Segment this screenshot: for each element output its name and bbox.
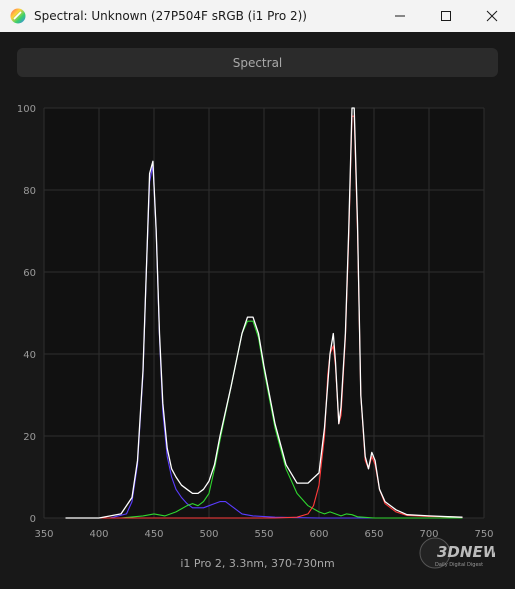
y-tick-label: 0 (30, 514, 36, 525)
x-tick-label: 600 (309, 529, 328, 540)
x-tick-label: 350 (34, 529, 53, 540)
y-tick-label: 40 (23, 350, 36, 361)
minimize-icon (395, 15, 405, 17)
y-tick-label: 60 (23, 268, 36, 279)
spectral-header-bar[interactable]: Spectral (17, 48, 498, 77)
minimize-button[interactable] (377, 0, 423, 32)
x-tick-label: 500 (199, 529, 218, 540)
x-tick-label: 450 (144, 529, 163, 540)
spectral-plot: 350 400 450 500 550 600 650 700 750 0 20 40 60 80 100 (17, 104, 494, 540)
close-button[interactable] (469, 0, 515, 32)
window-title: Spectral: Unknown (27P504F sRGB (i1 Pro … (34, 9, 307, 23)
spectral-app-icon (10, 8, 26, 24)
x-tick-label: 400 (89, 529, 108, 540)
x-tick-label: 550 (254, 529, 273, 540)
title-bar[interactable]: Spectral: Unknown (27P504F sRGB (i1 Pro … (0, 0, 515, 32)
close-icon (486, 10, 498, 22)
y-tick-label: 80 (23, 186, 36, 197)
x-tick-label: 750 (474, 529, 493, 540)
maximize-button[interactable] (423, 0, 469, 32)
watermark-sub: Daily Digital Digest (435, 562, 483, 568)
chart-caption: i1 Pro 2, 3.3nm, 370-730nm (180, 557, 335, 570)
total-spectrum-line (65, 107, 463, 519)
spectral-chart: 350 400 450 500 550 600 650 700 750 0 20 40 60 80 100 (0, 32, 515, 546)
watermark-main: 3DNEWS (437, 543, 495, 561)
x-tick-label: 700 (419, 529, 438, 540)
green-channel-line (65, 320, 463, 519)
watermark-logo: 3DNEWS Daily Digital Digest (415, 535, 510, 575)
header-label: Spectral (232, 55, 283, 70)
y-tick-label: 100 (17, 104, 36, 115)
maximize-icon (441, 11, 451, 21)
x-tick-label: 650 (364, 529, 383, 540)
y-tick-label: 20 (23, 432, 36, 443)
